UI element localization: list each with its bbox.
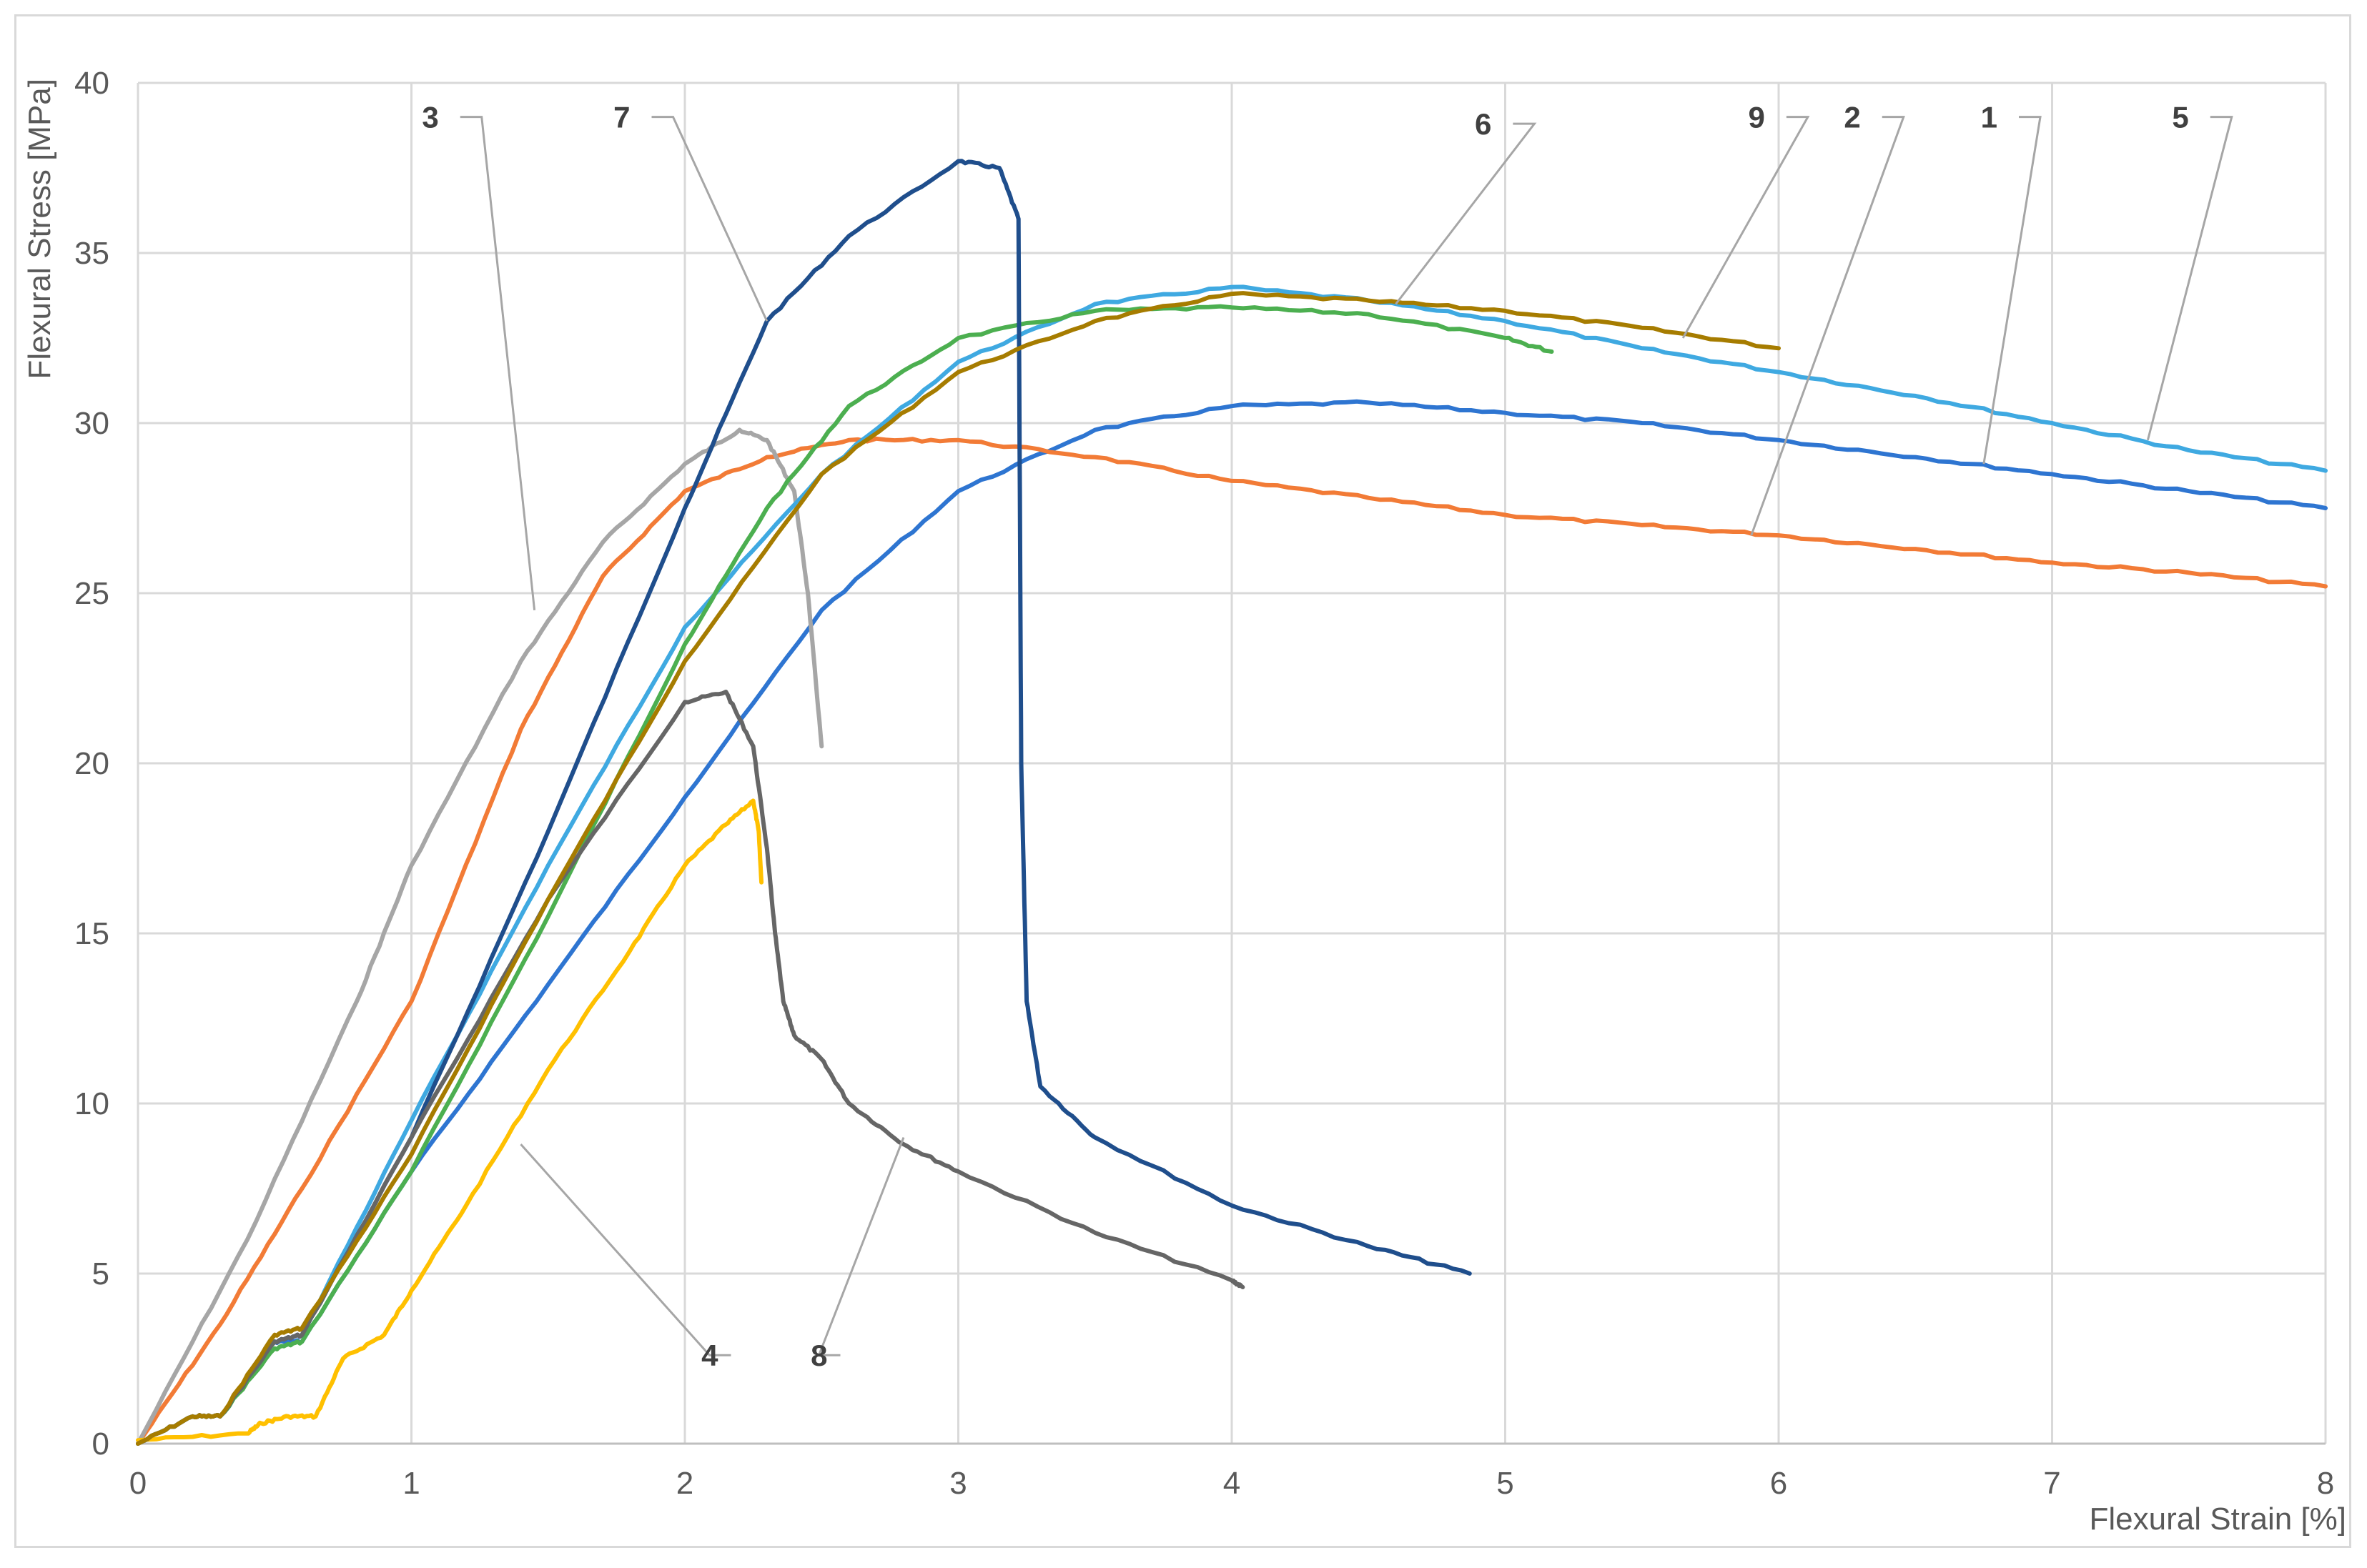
series-label-4: 4 xyxy=(701,1339,718,1372)
y-tick-label: 5 xyxy=(92,1256,109,1291)
x-tick-label: 2 xyxy=(676,1466,693,1501)
y-tick-label: 30 xyxy=(74,406,109,441)
x-tick-label: 8 xyxy=(2317,1466,2334,1501)
series-label-1: 1 xyxy=(1981,101,1997,134)
label-leaders xyxy=(460,116,2233,1356)
leader-line-2 xyxy=(1750,116,1905,536)
leader-line-6 xyxy=(1395,122,1537,305)
series-label-9: 9 xyxy=(1749,101,1765,134)
series-line-2 xyxy=(136,436,2328,1446)
series-label-7: 7 xyxy=(613,101,630,134)
y-tick-label: 10 xyxy=(74,1086,109,1121)
y-tick-label: 0 xyxy=(92,1426,109,1462)
y-tick-label: 40 xyxy=(74,66,109,101)
leader-line-3 xyxy=(460,116,536,610)
series-line-8 xyxy=(136,690,1245,1446)
leader-line-5 xyxy=(2146,116,2233,441)
series-label-5: 5 xyxy=(2172,101,2188,134)
series-label-2: 2 xyxy=(1844,101,1860,134)
series-line-4 xyxy=(136,798,764,1443)
series-label-3: 3 xyxy=(422,101,438,134)
plot-area xyxy=(137,83,2326,1445)
y-tick-label: 20 xyxy=(74,746,109,781)
x-tick-label: 7 xyxy=(2043,1466,2060,1501)
y-tick-label: 25 xyxy=(74,576,109,611)
x-tick-label: 0 xyxy=(129,1466,147,1501)
y-tick-label: 35 xyxy=(74,236,109,271)
series-label-6: 6 xyxy=(1475,107,1491,141)
leader-line-9 xyxy=(1681,116,1810,339)
series-group xyxy=(136,159,2328,1446)
leader-line-8 xyxy=(817,1137,905,1356)
leader-line-7 xyxy=(651,116,769,322)
leader-line-1 xyxy=(1982,116,2042,465)
x-axis-title: Flexural Strain [%] xyxy=(2090,1502,2346,1537)
chart-frame xyxy=(14,14,2351,1548)
x-tick-label: 6 xyxy=(1770,1466,1787,1501)
series-line-7 xyxy=(136,159,1472,1446)
y-tick-label: 15 xyxy=(74,916,109,951)
x-tick-label: 3 xyxy=(949,1466,967,1501)
y-axis-title: Flexural Stress [MPa] xyxy=(22,79,57,379)
series-label-8: 8 xyxy=(811,1339,827,1372)
x-tick-label: 1 xyxy=(402,1466,420,1501)
series-line-9 xyxy=(136,291,1781,1446)
x-tick-label: 4 xyxy=(1223,1466,1240,1501)
x-tick-label: 5 xyxy=(1496,1466,1513,1501)
series-labels: 1 2 3 4 5 6 7 8 9 xyxy=(422,101,2188,1373)
leader-line-4 xyxy=(520,1143,731,1356)
